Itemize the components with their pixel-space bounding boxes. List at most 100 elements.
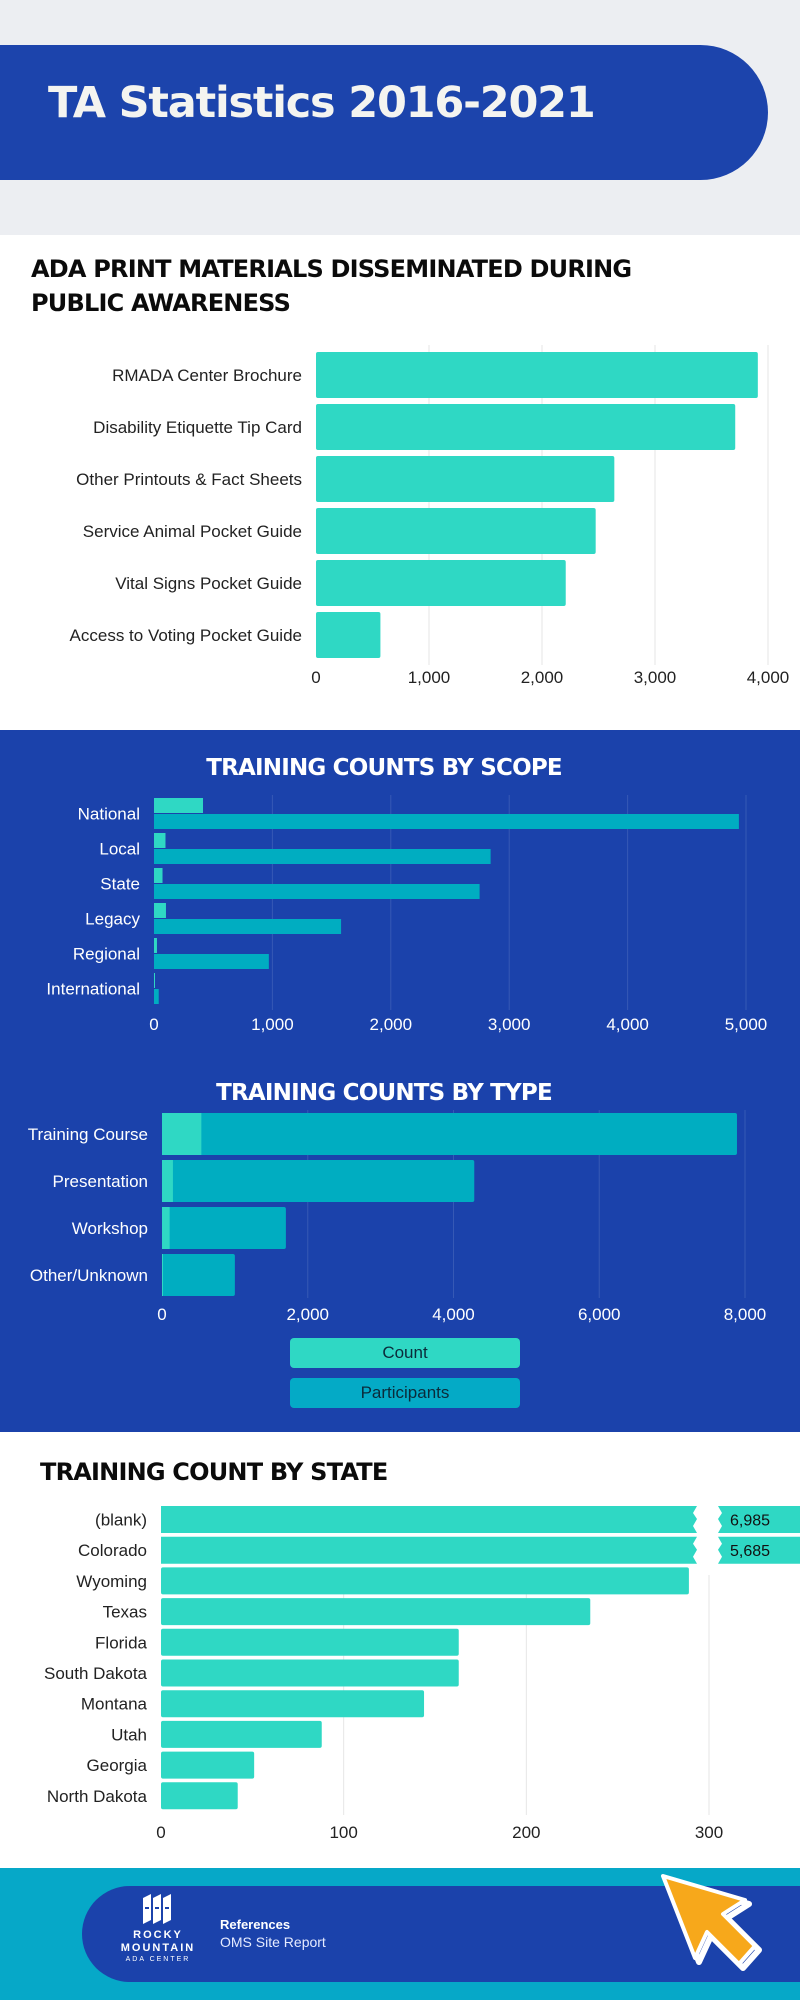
scope-category-label: Local: [99, 840, 140, 859]
state-category-label: Colorado: [78, 1541, 147, 1560]
type-count-bar: [162, 1113, 202, 1155]
type-category-label: Training Course: [28, 1125, 148, 1144]
type-category-label: Other/Unknown: [30, 1266, 148, 1285]
print-category-label: Vital Signs Pocket Guide: [115, 574, 302, 593]
scope-count-bar: [154, 868, 163, 883]
header-banner: [0, 45, 768, 180]
scope-category-label: National: [78, 805, 140, 824]
scope-tick-label: 4,000: [606, 1015, 649, 1034]
print-bar: [316, 456, 615, 502]
type-chart-title: TRAINING COUNTS BY TYPE: [216, 1080, 553, 1106]
scope-category-label: State: [100, 875, 140, 894]
state-bar: [161, 1567, 689, 1595]
scope-participants-bar: [154, 884, 480, 899]
state-bar: [161, 1659, 459, 1687]
type-count-bar: [162, 1254, 163, 1296]
cursor-arrow-icon: [661, 1874, 762, 1971]
state-bar-continued: [718, 1506, 800, 1533]
scope-category-label: International: [46, 980, 140, 999]
state-data-label: 5,685: [730, 1543, 770, 1560]
state-bar-broken: [161, 1506, 697, 1533]
type-category-label: Workshop: [72, 1219, 148, 1238]
legend-participants[interactable]: Participants: [290, 1378, 520, 1408]
state-bar: [161, 1782, 238, 1810]
type-tick-label: 8,000: [724, 1305, 767, 1324]
print-tick-label: 4,000: [747, 668, 790, 687]
state-category-label: Georgia: [87, 1756, 148, 1775]
references-value: OMS Site Report: [220, 1934, 326, 1950]
scope-category-label: Legacy: [85, 910, 140, 929]
type-count-bar: [162, 1160, 173, 1202]
scope-chart-title: TRAINING COUNTS BY SCOPE: [206, 755, 562, 781]
legend-count[interactable]: Count: [290, 1338, 520, 1368]
state-category-label: Utah: [111, 1725, 147, 1744]
print-category-label: Disability Etiquette Tip Card: [93, 418, 302, 437]
type-category-label: Presentation: [53, 1172, 148, 1191]
type-tick-label: 6,000: [578, 1305, 621, 1324]
scope-tick-label: 5,000: [725, 1015, 768, 1034]
rocky-mountain-ada-logo: ROCKY MOUNTAIN ADA CENTER: [118, 1894, 198, 1965]
references-label: References: [220, 1917, 291, 1932]
state-category-label: North Dakota: [47, 1787, 148, 1806]
state-bar-broken: [161, 1536, 697, 1564]
state-bar: [161, 1628, 459, 1656]
page-title: TA Statistics 2016-2021: [48, 78, 596, 128]
type-tick-label: 4,000: [432, 1305, 475, 1324]
scope-count-bar: [154, 938, 157, 953]
state-tick-label: 200: [512, 1823, 540, 1842]
scope-tick-label: 2,000: [370, 1015, 413, 1034]
type-tick-label: 2,000: [286, 1305, 329, 1324]
type-participants-bar: [162, 1207, 286, 1249]
state-tick-label: 300: [695, 1823, 723, 1842]
type-participants-bar: [162, 1160, 475, 1202]
state-tick-label: 100: [329, 1823, 357, 1842]
scope-tick-label: 3,000: [488, 1015, 531, 1034]
scope-participants-bar: [154, 814, 739, 829]
print-tick-label: 3,000: [634, 668, 677, 687]
scope-tick-label: 1,000: [251, 1015, 294, 1034]
scope-count-bar: [154, 833, 166, 848]
print-bar: [316, 352, 758, 398]
scope-count-bar: [154, 903, 166, 918]
print-bar: [316, 404, 736, 450]
scope-category-label: Regional: [73, 945, 140, 964]
state-category-label: Florida: [95, 1633, 148, 1652]
scope-count-bar: [154, 973, 155, 988]
print-tick-label: 2,000: [521, 668, 564, 687]
state-bar: [161, 1690, 425, 1718]
state-category-label: Wyoming: [76, 1572, 147, 1591]
print-category-label: Other Printouts & Fact Sheets: [76, 470, 302, 489]
type-tick-label: 0: [157, 1305, 166, 1324]
state-bar: [161, 1598, 591, 1626]
ada-logo-icon: [143, 1894, 171, 1924]
state-bar: [161, 1720, 322, 1748]
state-category-label: South Dakota: [44, 1664, 148, 1683]
state-category-label: (blank): [95, 1511, 147, 1530]
print-bar: [316, 612, 381, 658]
scope-participants-bar: [154, 989, 159, 1004]
state-bar-continued: [718, 1536, 800, 1564]
state-bar: [161, 1751, 255, 1779]
print-category-label: RMADA Center Brochure: [112, 366, 302, 385]
type-participants-bar: [162, 1254, 235, 1296]
print-bar: [316, 508, 596, 554]
scope-tick-label: 0: [149, 1015, 158, 1034]
state-data-label: 6,985: [730, 1513, 770, 1530]
type-count-bar: [162, 1207, 170, 1249]
print-category-label: Access to Voting Pocket Guide: [70, 626, 302, 645]
print-tick-label: 1,000: [408, 668, 451, 687]
state-category-label: Texas: [103, 1603, 147, 1622]
references: References OMS Site Report: [220, 1917, 326, 1950]
state-chart-title: TRAINING COUNT BY STATE: [40, 1458, 388, 1486]
state-tick-label: 0: [156, 1823, 165, 1842]
charts-canvas: 0 1,000 2,000 3,000 4,000 RMADA Center Brochu…: [28, 345, 800, 1842]
scope-participants-bar: [154, 849, 491, 864]
print-chart-title: ADA PRINT MATERIALS DISSEMINATED DURING …: [31, 255, 632, 317]
type-participants-bar: [162, 1113, 737, 1155]
print-bar: [316, 560, 566, 606]
scope-count-bar: [154, 798, 204, 813]
training-section-background: [0, 730, 800, 1432]
state-category-label: Montana: [81, 1695, 148, 1714]
print-category-label: Service Animal Pocket Guide: [83, 522, 302, 541]
scope-participants-bar: [154, 919, 342, 934]
